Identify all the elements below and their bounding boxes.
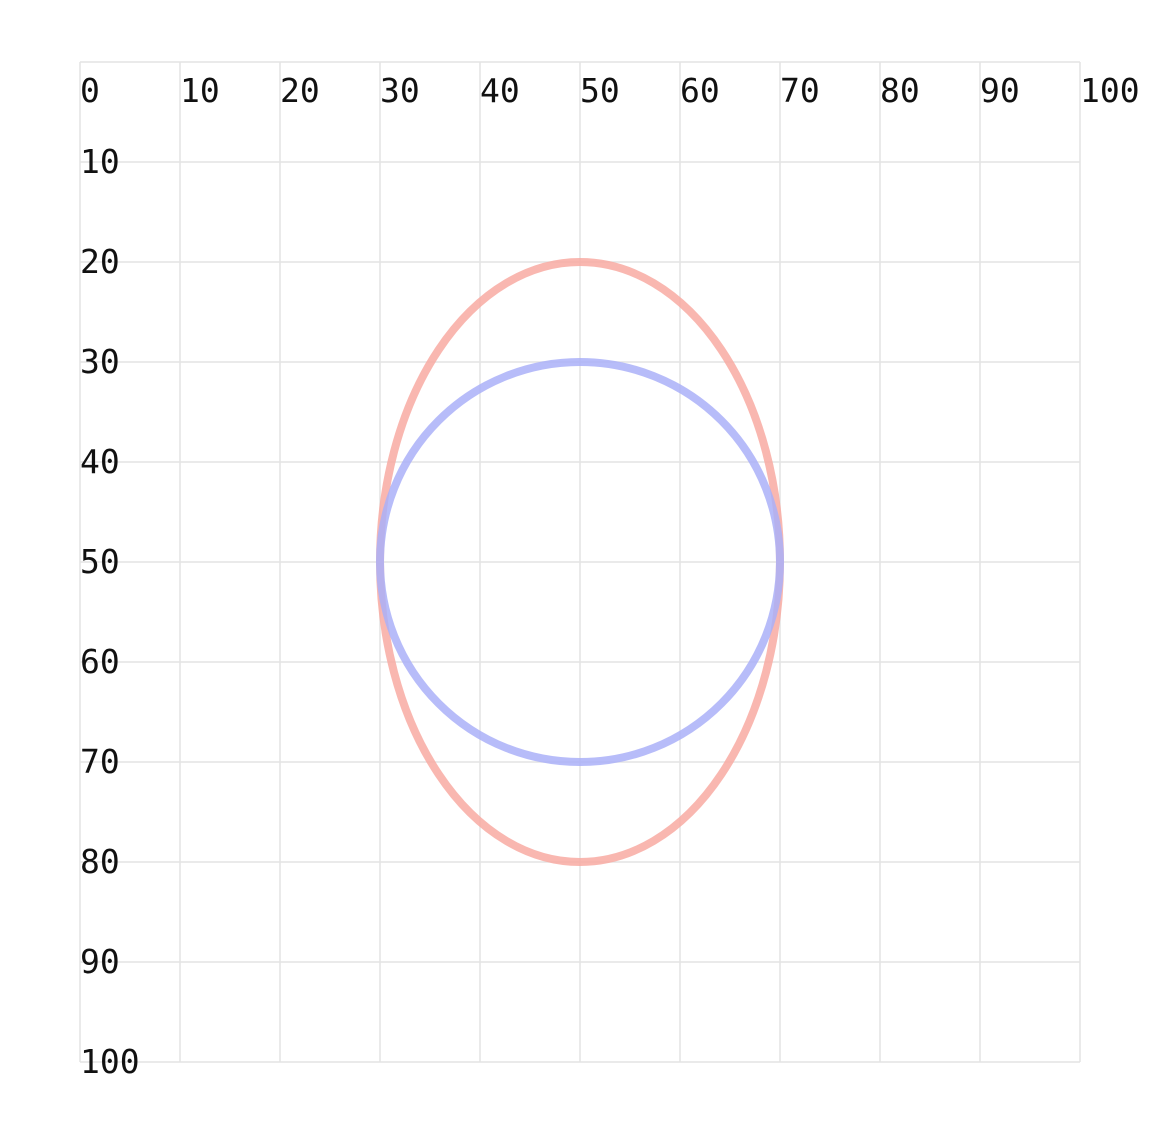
y-tick-label: 10 bbox=[80, 142, 120, 181]
x-tick-label: 0 bbox=[80, 71, 100, 110]
x-axis-tick-labels: 0 10 20 30 40 50 60 70 80 90 100 bbox=[80, 71, 1140, 110]
y-tick-label: 90 bbox=[80, 942, 120, 981]
y-tick-label: 50 bbox=[80, 542, 120, 581]
x-tick-label: 30 bbox=[380, 71, 420, 110]
y-tick-label: 40 bbox=[80, 442, 120, 481]
x-tick-label: 70 bbox=[780, 71, 820, 110]
x-tick-label: 90 bbox=[980, 71, 1020, 110]
blue-circle bbox=[376, 358, 784, 766]
y-axis-tick-labels: 10 20 30 40 50 60 70 80 90 100 bbox=[80, 142, 140, 1081]
y-tick-label: 30 bbox=[80, 342, 120, 381]
y-tick-label: 20 bbox=[80, 242, 120, 281]
x-tick-label: 80 bbox=[880, 71, 920, 110]
y-tick-label: 80 bbox=[80, 842, 120, 881]
grid-lines bbox=[79, 61, 1081, 1063]
shape-layer bbox=[376, 258, 784, 866]
x-tick-label: 50 bbox=[580, 71, 620, 110]
x-tick-label: 10 bbox=[180, 71, 220, 110]
x-tick-label: 60 bbox=[680, 71, 720, 110]
y-tick-label: 100 bbox=[80, 1042, 140, 1081]
x-tick-label: 100 bbox=[1080, 71, 1140, 110]
x-tick-label: 40 bbox=[480, 71, 520, 110]
x-tick-label: 20 bbox=[280, 71, 320, 110]
y-tick-label: 70 bbox=[80, 742, 120, 781]
y-tick-label: 60 bbox=[80, 642, 120, 681]
